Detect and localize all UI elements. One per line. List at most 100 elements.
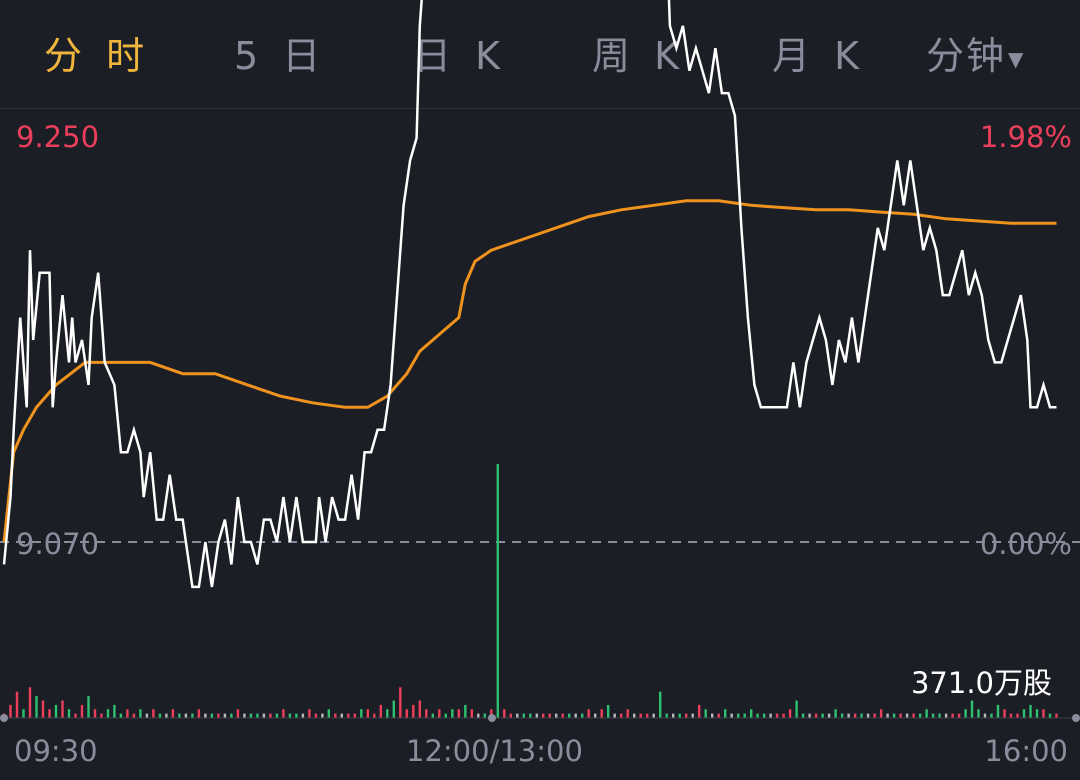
volume-bar [633,713,636,718]
chart-period-tabs: 分 时 5 日 日 K 周 K 月 K 分钟 ▼ [0,0,1080,109]
volume-bar [509,713,512,718]
volume-bar [775,713,779,718]
volume-bar [938,713,941,718]
volume-bar [522,713,525,718]
volume-bar [165,713,168,718]
tab-weekly-k[interactable]: 周 K [592,34,685,78]
volume-bar [886,713,889,718]
volume-bar [204,713,207,718]
volume-bar [821,713,824,718]
volume-bar [860,713,863,718]
volume-bar [594,713,597,718]
volume-bar [756,713,759,718]
volume-bar [100,713,103,718]
volume-bar [145,713,149,718]
volume-bar [210,713,214,718]
volume-bar [899,713,902,718]
volume-bar [847,713,850,718]
volume-bar [711,713,714,718]
volume-bar [620,713,623,718]
volume-bar [801,713,805,718]
percent-max-label: 1.98% [979,120,1072,154]
volume-bar [944,713,948,718]
volume-bar [457,709,460,718]
volume-bar [795,700,798,718]
volume-bar [405,709,408,718]
volume-bar [282,709,285,718]
time-marker-noon [488,714,496,722]
volume-bar [217,713,220,718]
volume-bar [106,709,110,718]
volume-bar [392,700,395,718]
volume-bar [724,709,727,718]
volume-bar [665,713,668,718]
volume-bar [626,709,629,718]
time-marker-close [1072,714,1080,722]
price-max-label: 9.250 [16,120,100,154]
volume-bar [678,713,681,718]
volume-bar [1029,704,1032,718]
volume-bar [977,709,980,718]
volume-bar [503,709,506,718]
volume-bar [256,713,259,718]
tab-minute-dropdown[interactable]: 分钟 ▼ [926,30,1023,82]
volume-bar [67,709,71,718]
volume-bar [347,713,350,718]
volume-bar [529,713,532,718]
volume-bar [548,713,551,718]
volume-bar [412,704,415,718]
volume-bar [80,704,84,718]
tab-intraday[interactable]: 分 时 [44,34,151,78]
volume-bar [139,709,142,718]
volume-bar [35,696,38,718]
volume-bar [827,713,831,718]
volume-bar [587,709,590,718]
volume-bar [516,713,519,718]
volume-bar [912,713,915,718]
volume-bar [1022,709,1026,718]
percent-base-label: 0.00% [979,527,1072,561]
volume-bar [464,704,467,718]
time-label-noon: 12:00/13:00 [406,734,583,768]
volume-bar [698,704,701,718]
volume-bar [840,713,844,718]
volume-bar [685,713,688,718]
volume-bar [431,713,434,718]
volume-bar [957,713,961,718]
volume-bar [366,709,369,718]
volume-bar [1009,713,1013,718]
volume-bar [9,704,12,718]
volume-bar [418,700,421,718]
volume-label: 371.0万股 [910,666,1052,700]
tab-minute-label: 分钟 [926,34,1007,78]
volume-bar [22,709,25,718]
volume-bar [931,713,935,718]
volume-bar [15,691,19,718]
volume-bar [132,713,136,718]
volume-bar [191,713,194,718]
volume-bar [730,713,733,718]
volume-bar [158,713,162,718]
volume-bar [535,713,538,718]
volume-bar [470,709,473,718]
volume-bar [866,713,870,718]
tab-daily-k[interactable]: 日 K [413,34,506,78]
volume-bar [360,709,363,718]
volume-bar [782,713,785,718]
volume-bar [275,713,279,718]
volume-bar [743,713,746,718]
volume-bars [2,464,1058,718]
volume-bar [197,709,201,718]
price-line [2,0,1057,589]
volume-bar [1042,709,1045,718]
volume-bar [788,709,792,718]
volume-bar [451,709,454,718]
tab-5-day[interactable]: 5 日 [234,34,327,78]
volume-bar [983,713,987,718]
volume-bar [223,713,227,718]
volume-bar [568,713,571,718]
volume-bar [808,713,811,718]
tab-monthly-k[interactable]: 月 K [772,34,865,78]
volume-bar [249,713,253,718]
volume-bar [905,713,909,718]
